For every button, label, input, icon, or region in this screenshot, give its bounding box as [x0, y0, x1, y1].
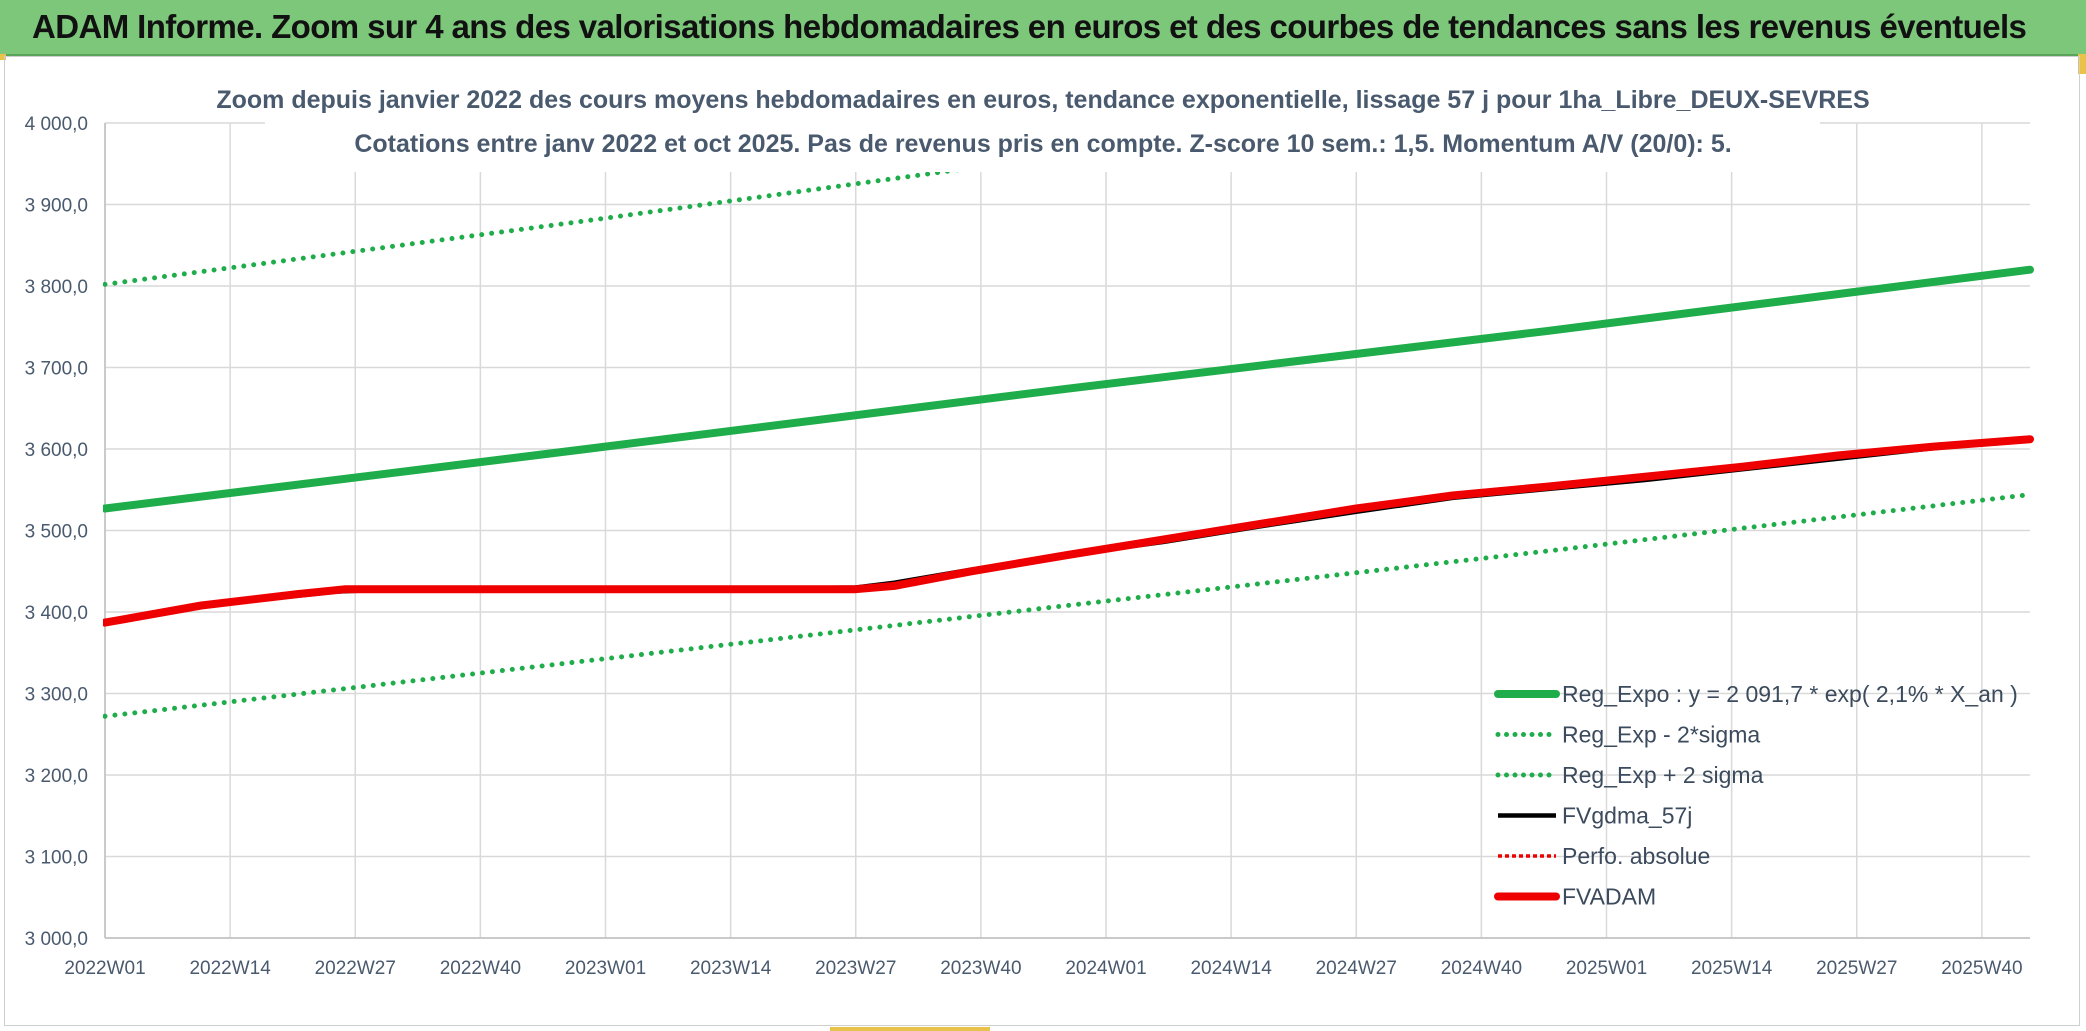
y-tick-label: 3 900,0	[25, 196, 88, 217]
x-tick-label: 2022W14	[189, 958, 271, 979]
page-title: ADAM Informe. Zoom sur 4 ans des valoris…	[32, 8, 2027, 45]
series-line-reg-expo-y	[103, 265, 2034, 513]
legend-label: FVgdma_57j	[1562, 803, 1692, 829]
y-tick-label: 4 000,0	[25, 114, 88, 135]
series-line-fvadam	[103, 435, 2034, 627]
bottom-accent	[830, 1027, 990, 1031]
y-axis-ticks: 3 000,0 3 100,0 3 200,0 3 300,0 3 400,0 3 500…	[25, 114, 88, 950]
x-tick-label: 2025W27	[1816, 958, 1897, 979]
x-tick-label: 2022W01	[64, 958, 145, 979]
corner-accent-left	[0, 54, 6, 60]
y-tick-label: 3 800,0	[25, 277, 88, 298]
x-tick-label: 2025W40	[1941, 958, 2022, 979]
legend-label: Reg_Exp - 2*sigma	[1562, 722, 1760, 748]
x-axis-ticks: 2022W01 2022W14 2022W27 2022W40 2023W01 2023W…	[64, 958, 2022, 979]
x-tick-label: 2024W27	[1316, 958, 1397, 979]
legend-label: Perfo. absolue	[1562, 843, 1710, 869]
chart-title-line1: Zoom depuis janvier 2022 des cours moyen…	[216, 86, 1869, 114]
chart-frame	[4, 56, 2080, 1026]
y-tick-label: 3 700,0	[25, 359, 88, 380]
x-tick-label: 2024W40	[1441, 958, 1522, 979]
grid-layer	[104, 122, 2030, 939]
legend-label: Reg_Expo : y = 2 091,7 * exp( 2,1% * X_a…	[1562, 681, 2018, 707]
y-tick-label: 3 100,0	[25, 848, 88, 869]
y-tick-label: 3 000,0	[25, 929, 88, 950]
series-line-reg-exp-2	[103, 492, 2033, 719]
x-tick-label: 2023W01	[565, 958, 646, 979]
header-bar: ADAM Informe. Zoom sur 4 ans des valoris…	[0, 0, 2086, 56]
corner-accent-right	[2078, 54, 2086, 74]
y-tick-label: 3 300,0	[25, 685, 88, 706]
x-tick-label: 2023W14	[690, 958, 772, 979]
legend: Reg_Expo : y = 2 091,7 * exp( 2,1% * X_a…	[1494, 681, 2018, 910]
x-tick-label: 2022W40	[440, 958, 521, 979]
x-tick-label: 2025W01	[1566, 958, 1647, 979]
legend-label: FVADAM	[1562, 884, 1656, 910]
y-tick-label: 3 400,0	[25, 603, 88, 624]
x-tick-label: 2024W01	[1065, 958, 1146, 979]
x-tick-label: 2023W27	[815, 958, 896, 979]
y-tick-label: 3 600,0	[25, 440, 88, 461]
x-tick-label: 2022W27	[315, 958, 396, 979]
y-tick-label: 3 200,0	[25, 766, 88, 787]
x-tick-label: 2023W40	[940, 958, 1021, 979]
title-backdrop	[265, 78, 1820, 172]
x-tick-label: 2025W14	[1691, 958, 1773, 979]
x-tick-label: 2024W14	[1190, 958, 1272, 979]
legend-label: Reg_Exp + 2 sigma	[1562, 762, 1764, 788]
chart-title-line2: Cotations entre janv 2022 et oct 2025. P…	[354, 130, 1731, 158]
y-tick-label: 3 500,0	[25, 522, 88, 543]
